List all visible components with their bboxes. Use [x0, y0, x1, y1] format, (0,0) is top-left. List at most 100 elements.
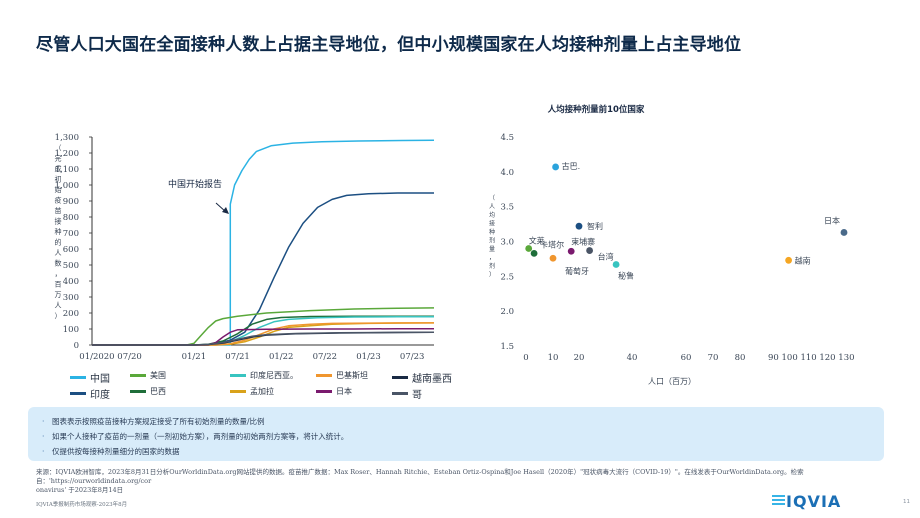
line-series-中国: [92, 139, 435, 346]
scatter-point: [530, 249, 538, 257]
scatter-x-tick-label: 0: [523, 353, 528, 363]
scatter-point: [785, 256, 792, 264]
line-chart-y-tick-label: 300: [63, 293, 79, 303]
legend-label: 孟加拉: [250, 387, 274, 396]
scatter-point-label: 秘鲁: [618, 270, 634, 280]
legend-item: 印度: [70, 386, 110, 401]
legend-label: 日本: [336, 387, 352, 396]
line-chart-x-tick-label: 07/22: [313, 352, 338, 362]
scatter-point-label: 越南: [795, 255, 811, 265]
line-series-日本: [92, 327, 434, 346]
scatter-point-label: 卡塔尔: [540, 239, 564, 249]
scatter-y-label-char: 种: [489, 228, 495, 236]
scatter-x-tick-label: 60: [681, 353, 692, 363]
scatter-point: [525, 245, 533, 252]
line-chart-y-label-char: 数: [55, 259, 62, 268]
line-chart-y-label-char: （: [55, 144, 62, 152]
line-chart-y-label-char: 成: [55, 164, 62, 173]
line-chart-y-tick-label: 1,000: [55, 181, 79, 191]
line-series-巴基斯坦: [92, 322, 434, 346]
line-chart-x-tick-label: 07/21: [225, 352, 250, 362]
page-title: 尽管人口大国在全面接种人数上占据主导地位，但中小规模国家在人均接种剂量上占主导地…: [36, 35, 742, 55]
legend-item: 日本: [316, 386, 352, 397]
note-text: 仅提供按每接种剂量细分的国家的数据: [52, 447, 180, 456]
line-chart-y-label-char: 苗: [55, 207, 62, 215]
line-chart-y-tick-label: 800: [63, 213, 79, 223]
scatter-point-label: 柬埔寨: [571, 236, 595, 246]
legend-swatch: [70, 376, 86, 379]
line-chart-y-label-char: 种: [55, 227, 62, 236]
scatter-y-tick-label: 2.5: [500, 272, 514, 282]
legend-label: 中国: [90, 374, 110, 385]
scatter-point: [552, 163, 559, 171]
source-text: 来源：IQVIA欧洲智库，2023年8月31日分析OurWorldinData.…: [36, 468, 876, 495]
scatter-x-label: 人口（百万）: [648, 377, 696, 386]
line-chart-y-label-char: 万: [55, 291, 62, 299]
legend-label: 越南墨西: [412, 374, 452, 385]
legend-label: 巴西: [150, 387, 166, 396]
source-line-2: onavirus' 于2023年8月14日: [36, 486, 124, 494]
scatter-point: [840, 229, 848, 236]
scatter-y-label-char: ，: [489, 255, 495, 262]
scatter-x-tick-label: 10: [548, 353, 559, 363]
line-chart-y-label-char: 初: [55, 175, 62, 184]
scatter-y-tick-label: 4.0: [500, 168, 514, 178]
legend-swatch: [230, 374, 246, 377]
legend-item: 孟加拉: [230, 386, 274, 397]
legend-item: 哥: [392, 386, 422, 401]
line-chart-y-label-char: 人: [55, 302, 62, 310]
scatter-y-label-char: 人: [489, 204, 495, 211]
scatter-y-label-char: 量: [489, 246, 495, 253]
legend-swatch: [130, 390, 146, 393]
scatter-point-label: 台湾: [598, 252, 614, 262]
legend-swatch: [230, 390, 246, 393]
scatter-x-tick-label: 90 100 110 120 130: [768, 353, 855, 363]
legend-swatch: [316, 374, 332, 377]
line-series-越南墨西: [92, 331, 435, 346]
scatter-x-tick-label: 80: [735, 353, 746, 363]
legend-item: 印度尼西亚。: [230, 370, 298, 381]
scatter-x-tick-label: 40: [627, 353, 638, 363]
line-chart-y-tick-label: 600: [63, 245, 79, 255]
note-2: · 如果个人接种了疫苗的一剂量（一剂初始方案），两剂量的初始两剂方案等，将计入统计…: [42, 431, 348, 442]
line-chart-y-tick-label: 1,200: [55, 149, 79, 159]
scatter-y-tick-label: 3.0: [500, 238, 514, 248]
scatter-point-label: 文莱: [529, 235, 545, 245]
line-chart-y-tick-label: 200: [63, 309, 79, 319]
scatter-point-label: 日本: [824, 215, 840, 225]
logo-mark-icon: [772, 495, 785, 507]
note-text: 如果个人接种了疫苗的一剂量（一剂初始方案），两剂量的初始两剂方案等，将计入统计。: [52, 432, 349, 441]
note-1: · 图表表示按照疫苗接种方案规定接受了所有初始剂量的数量/比例: [42, 416, 265, 427]
scatter-y-tick-label: 4.5: [500, 133, 514, 143]
line-chart-y-label-char: 完: [55, 154, 62, 163]
scatter-title: 人均接种剂量前10位国家: [548, 104, 645, 115]
line-chart-x-tick-label: 01/21: [182, 352, 207, 362]
line-series-印度: [92, 192, 434, 346]
legend-label: 印度尼西亚。: [250, 371, 298, 380]
legend-label: 哥: [412, 390, 422, 401]
line-chart-y-tick-label: 1,100: [55, 165, 79, 175]
line-chart-y-tick-label: 700: [63, 229, 79, 239]
scatter-y-tick-label: 2.0: [500, 307, 514, 317]
line-chart-y-label-char: 百: [55, 281, 62, 289]
line-chart-x-tick-label: 01/22: [269, 352, 294, 362]
line-series-哥: [92, 331, 435, 346]
scatter-x-tick-label: 70: [708, 353, 719, 363]
legend-label: 美国: [150, 371, 166, 380]
line-chart-legend: 中国 美国 印度尼西亚。 巴基斯坦 越南墨西 印度 巴西 孟加拉 日本 哥: [70, 370, 470, 408]
scatter-y-label-char: ）: [489, 272, 495, 279]
scatter-y-label-char: 均: [489, 211, 495, 219]
line-chart-y-tick-label: 400: [63, 277, 79, 287]
line-chart-y-label-char: ，: [55, 270, 62, 278]
note-bullet: ·: [42, 432, 45, 441]
legend-item: 越南墨西: [392, 370, 452, 385]
scatter-point: [567, 247, 575, 255]
annotation-arrowhead-icon: [222, 207, 229, 214]
source-line-1: 来源：IQVIA欧洲智库，2023年8月31日分析OurWorldinData.…: [36, 468, 804, 485]
scatter-y-label-char: 剂: [489, 262, 495, 270]
scatter-x-tick-label: 20: [574, 353, 585, 363]
line-chart-y-tick-label: 900: [63, 197, 79, 207]
scatter-point-label: 葡萄牙: [565, 266, 589, 276]
line-chart-y-tick-label: 100: [63, 325, 79, 335]
scatter-point: [612, 261, 620, 268]
